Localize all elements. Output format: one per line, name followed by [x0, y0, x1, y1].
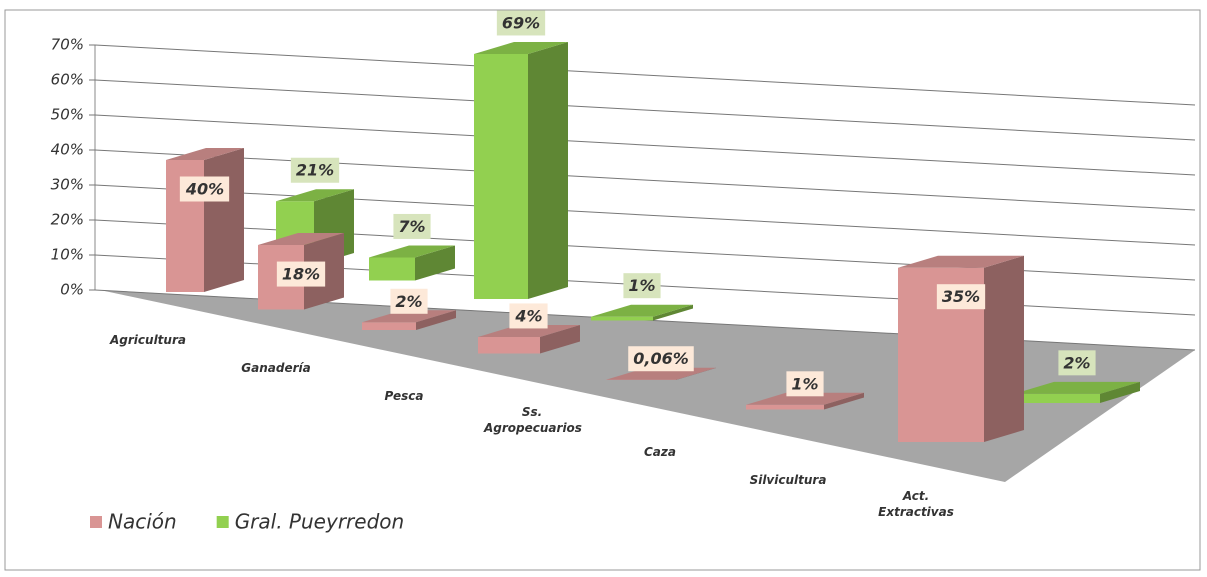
data-label: 2%: [395, 292, 422, 311]
bar-side: [676, 367, 716, 380]
grid-line: [94, 44, 1196, 106]
data-label-bg: [509, 303, 548, 329]
bar-top: [258, 233, 344, 246]
bar: [362, 310, 456, 330]
data-label-bg: [1058, 350, 1096, 376]
y-tick-label: 20%: [51, 211, 84, 229]
data-label: 1%: [628, 276, 655, 295]
bar-front: [746, 404, 824, 410]
legend-label: Nación: [108, 510, 177, 534]
bar-top: [591, 304, 693, 317]
data-label: 1%: [791, 374, 818, 393]
bar-front: [474, 53, 528, 300]
bar-side: [415, 245, 455, 281]
data-label-bg: [496, 10, 546, 36]
data-label: 40%: [185, 180, 224, 199]
x-tick-label: Ganadería: [241, 361, 311, 375]
data-label-bg: [936, 284, 986, 310]
bar-top: [478, 324, 580, 337]
x-tick-label: Silvicultura: [749, 473, 827, 487]
y-tick-label: 0%: [60, 281, 84, 299]
data-label: 7%: [398, 217, 425, 236]
legend-label: Gral. Pueyrredon: [235, 510, 404, 534]
bar: [746, 392, 864, 410]
data-label-bg: [179, 176, 230, 202]
data-label-bg: [786, 371, 824, 397]
y-tick-label: 60%: [51, 71, 84, 89]
y-tick-label: 30%: [51, 176, 84, 194]
bar-top: [746, 392, 864, 405]
bar-front: [362, 322, 416, 330]
bar: [898, 255, 1024, 442]
data-label-bg: [623, 273, 661, 299]
data-label-bg: [290, 157, 340, 183]
y-tick-label: 10%: [51, 246, 84, 264]
x-tick-label: Pesca: [384, 389, 424, 403]
bar: [478, 324, 580, 354]
bar-side: [416, 310, 456, 330]
bar-side: [824, 392, 864, 410]
y-tick-label: 50%: [51, 106, 84, 124]
bar-top: [474, 41, 568, 54]
legend-swatch: [216, 516, 229, 528]
x-tick-label: Ss. Agropecuarios: [484, 405, 582, 435]
data-label-bg: [276, 261, 326, 287]
data-label-bg: [628, 346, 694, 372]
bar-side: [528, 41, 568, 300]
bar-front: [591, 316, 653, 321]
bar: [591, 304, 693, 321]
data-label-bg: [393, 213, 431, 239]
bar: [474, 41, 568, 300]
bar-top: [898, 255, 1024, 268]
y-tick-label: 70%: [51, 36, 84, 54]
data-label: 35%: [942, 287, 980, 306]
data-label: 0,06%: [633, 349, 689, 368]
bar-top: [1014, 381, 1140, 394]
bar-front: [898, 267, 984, 442]
bar-side: [653, 304, 693, 321]
bar: [166, 148, 244, 292]
grid-line: [94, 114, 1196, 176]
bar-side: [204, 148, 244, 292]
bar-front: [1014, 393, 1100, 403]
legend-swatch: [90, 516, 102, 528]
grid-line: [94, 149, 1196, 211]
bar-side: [984, 255, 1024, 442]
bar-front: [369, 257, 415, 281]
grid-line: [94, 79, 1196, 141]
bar-top: [276, 189, 354, 202]
data-label: 21%: [296, 161, 334, 180]
bar-front: [478, 336, 540, 354]
data-label: 2%: [1063, 353, 1090, 372]
bar-side: [540, 324, 580, 354]
data-label: 69%: [502, 13, 540, 32]
bar-top: [166, 148, 244, 160]
data-label: 4%: [514, 306, 542, 325]
x-tick-label: Act. Extractivas: [878, 489, 954, 519]
bar-top: [362, 310, 456, 323]
bar: [369, 245, 455, 281]
data-label: 18%: [282, 265, 320, 284]
grid-line: [94, 184, 1196, 246]
x-tick-label: Caza: [644, 445, 676, 459]
bar-top: [369, 245, 455, 258]
x-tick-label: Agricultura: [110, 333, 186, 347]
bar-side: [1100, 381, 1140, 403]
data-label-bg: [390, 288, 428, 314]
bar: [1014, 381, 1140, 403]
y-tick-label: 40%: [51, 141, 84, 159]
